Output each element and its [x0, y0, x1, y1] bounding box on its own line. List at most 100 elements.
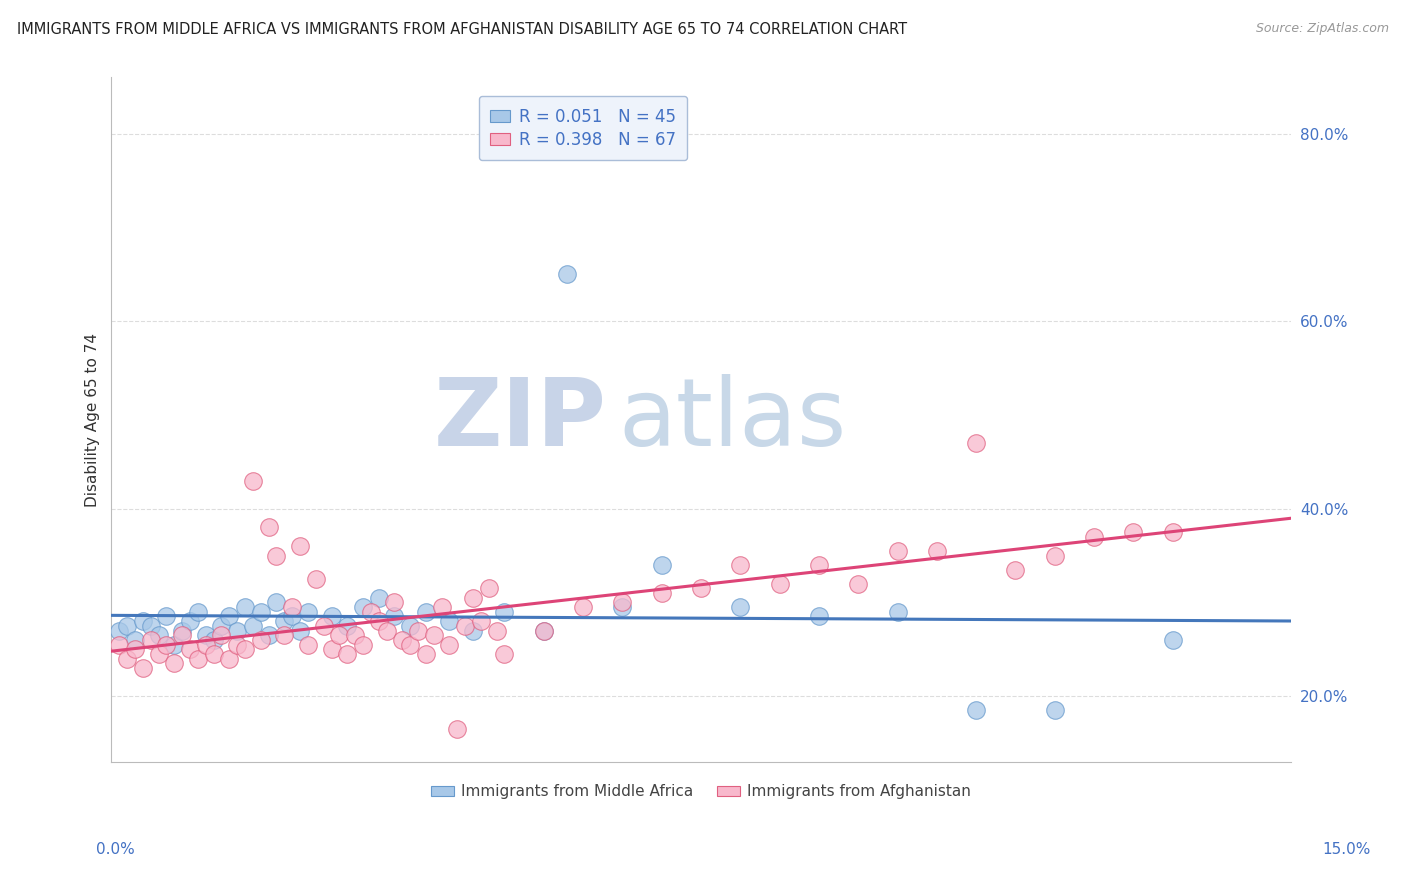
Point	[375, 624, 398, 638]
Text: Source: ZipAtlas.com: Source: ZipAtlas.com	[1256, 22, 1389, 36]
Text: atlas: atlas	[619, 374, 846, 466]
Point	[321, 642, 343, 657]
Point	[384, 609, 406, 624]
Point	[494, 605, 516, 619]
Point	[179, 614, 201, 628]
Point	[399, 638, 422, 652]
Point	[281, 609, 304, 624]
Point	[172, 624, 194, 638]
Point	[415, 647, 437, 661]
Point	[218, 651, 240, 665]
Point	[533, 624, 555, 638]
Point	[352, 600, 374, 615]
Point	[344, 628, 367, 642]
Point	[321, 609, 343, 624]
Point	[886, 605, 908, 619]
Point	[1161, 632, 1184, 647]
Point	[533, 624, 555, 638]
Point	[470, 614, 492, 628]
Y-axis label: Disability Age 65 to 74: Disability Age 65 to 74	[86, 333, 100, 507]
Point	[108, 638, 131, 652]
Point	[336, 647, 359, 661]
Point	[391, 632, 413, 647]
Point	[266, 549, 288, 563]
Point	[226, 624, 249, 638]
Point	[430, 600, 453, 615]
Point	[461, 624, 484, 638]
Point	[925, 544, 948, 558]
Point	[312, 619, 335, 633]
Point	[242, 619, 264, 633]
Point	[439, 638, 461, 652]
Point	[211, 619, 233, 633]
Point	[305, 572, 328, 586]
Point	[1161, 525, 1184, 540]
Point	[211, 628, 233, 642]
Point	[730, 558, 752, 572]
Point	[297, 638, 319, 652]
Text: IMMIGRANTS FROM MIDDLE AFRICA VS IMMIGRANTS FROM AFGHANISTAN DISABILITY AGE 65 T: IMMIGRANTS FROM MIDDLE AFRICA VS IMMIGRA…	[17, 22, 907, 37]
Point	[730, 600, 752, 615]
Point	[1004, 563, 1026, 577]
Point	[651, 586, 673, 600]
Point	[155, 609, 177, 624]
Point	[172, 628, 194, 642]
Point	[446, 722, 468, 736]
Point	[690, 582, 713, 596]
Point	[352, 638, 374, 652]
Point	[194, 628, 217, 642]
Point	[415, 605, 437, 619]
Point	[124, 642, 146, 657]
Point	[1083, 530, 1105, 544]
Point	[768, 576, 790, 591]
Point	[266, 595, 288, 609]
Point	[612, 595, 634, 609]
Point	[557, 268, 579, 282]
Point	[273, 614, 295, 628]
Point	[485, 624, 508, 638]
Point	[288, 539, 311, 553]
Point	[454, 619, 477, 633]
Text: 15.0%: 15.0%	[1323, 842, 1371, 856]
Point	[226, 638, 249, 652]
Point	[399, 619, 422, 633]
Text: ZIP: ZIP	[434, 374, 606, 466]
Point	[367, 614, 389, 628]
Point	[328, 628, 350, 642]
Point	[360, 605, 382, 619]
Point	[115, 651, 138, 665]
Point	[336, 619, 359, 633]
Point	[461, 591, 484, 605]
Point	[163, 638, 186, 652]
Point	[218, 609, 240, 624]
Point	[187, 651, 209, 665]
Point	[202, 632, 225, 647]
Text: 0.0%: 0.0%	[96, 842, 135, 856]
Legend: Immigrants from Middle Africa, Immigrants from Afghanistan: Immigrants from Middle Africa, Immigrant…	[425, 778, 977, 805]
Point	[1043, 703, 1066, 717]
Point	[115, 619, 138, 633]
Point	[572, 600, 595, 615]
Point	[194, 638, 217, 652]
Point	[478, 582, 501, 596]
Point	[257, 520, 280, 534]
Point	[124, 632, 146, 647]
Point	[807, 558, 830, 572]
Point	[384, 595, 406, 609]
Point	[179, 642, 201, 657]
Point	[807, 609, 830, 624]
Point	[187, 605, 209, 619]
Point	[439, 614, 461, 628]
Point	[163, 657, 186, 671]
Point	[367, 591, 389, 605]
Point	[257, 628, 280, 642]
Point	[281, 600, 304, 615]
Point	[297, 605, 319, 619]
Point	[1043, 549, 1066, 563]
Point	[494, 647, 516, 661]
Point	[148, 628, 170, 642]
Point	[965, 703, 987, 717]
Point	[242, 474, 264, 488]
Point	[233, 600, 256, 615]
Point	[249, 605, 271, 619]
